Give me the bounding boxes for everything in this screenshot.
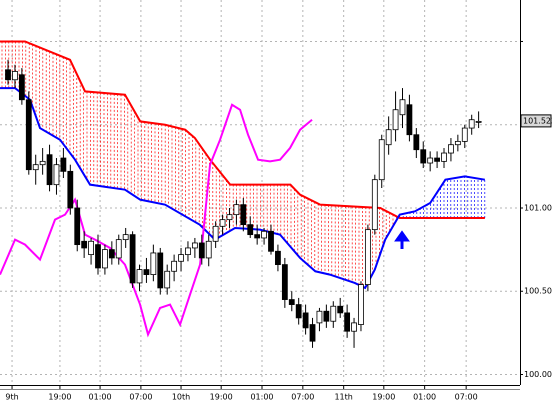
y-tick-label: 100.000: [524, 370, 552, 379]
axis-labels: 100.000 100.500 101.000 9th 19:00 01:00 07:00 1…: [5, 40, 552, 402]
candle-body: [302, 312, 309, 329]
candle-body: [281, 264, 288, 300]
candle-body: [413, 134, 420, 151]
candle-body: [475, 120, 482, 123]
price-box: [520, 114, 552, 128]
candle-body: [337, 305, 344, 314]
candle-body: [420, 149, 427, 164]
candle-body: [468, 119, 475, 129]
candle-body: [39, 160, 46, 166]
x-tick-label: 01:00: [89, 393, 112, 402]
candle-body: [164, 270, 171, 289]
candle-body: [88, 240, 94, 256]
candle-body: [102, 249, 108, 269]
candle-body: [205, 240, 212, 259]
candle-body: [226, 214, 233, 221]
candle-body: [143, 269, 150, 275]
candle-body: [385, 129, 392, 146]
candle-body: [46, 154, 53, 186]
candle-body: [441, 152, 447, 162]
candle-body: [157, 252, 164, 289]
candle-body: [461, 127, 468, 142]
candle-body: [191, 242, 198, 249]
candle-body: [171, 260, 178, 272]
candle-body: [330, 305, 337, 322]
candle-body: [427, 157, 434, 164]
x-tick-label: 01:00: [250, 393, 273, 402]
x-tick-label: 07:00: [291, 393, 314, 402]
candle-body: [323, 310, 330, 322]
price-label: 101.523: [523, 116, 552, 125]
candle-body: [316, 310, 323, 324]
candle-body: [74, 207, 81, 246]
candle-body: [344, 312, 351, 332]
candle-body: [32, 164, 39, 171]
candles: [5, 59, 482, 348]
y-tick-label: 100.500: [524, 287, 552, 296]
candle-body: [399, 99, 406, 116]
candle-body: [406, 104, 413, 136]
candle-body: [12, 71, 18, 81]
candle-body: [18, 74, 25, 101]
candle-body: [25, 99, 32, 171]
candle-body: [198, 242, 205, 259]
candle-body: [448, 144, 454, 154]
candle-body: [371, 179, 378, 231]
candle-body: [136, 269, 143, 284]
signal-arrow: [394, 230, 410, 249]
candle-body: [67, 170, 74, 209]
candle-body: [81, 240, 88, 249]
candle-body: [60, 157, 67, 172]
candle-body: [295, 304, 302, 319]
candle-body: [275, 250, 281, 266]
candle-body: [392, 109, 399, 131]
candle-body: [434, 157, 440, 162]
candle-body: [261, 230, 267, 239]
candle-body: [247, 224, 254, 236]
candle-body: [254, 234, 261, 239]
candle-body: [95, 244, 101, 269]
candle-body: [364, 229, 371, 285]
candle-body: [185, 247, 191, 256]
candle-body: [309, 324, 316, 342]
candle-body: [122, 234, 129, 241]
candle-body: [378, 139, 385, 181]
candle-body: [150, 252, 157, 275]
candle-body: [115, 239, 122, 259]
candle-body: [5, 69, 11, 81]
x-tick-label: 10th: [172, 393, 190, 402]
candle-body: [212, 225, 219, 242]
x-tick-label: 07:00: [129, 393, 152, 402]
candle-body: [358, 284, 364, 325]
x-tick-label: 07:00: [455, 393, 478, 402]
candle-body: [240, 204, 247, 226]
indicator-line: [0, 103, 313, 338]
candle-body: [233, 204, 240, 216]
x-tick-label: 19:00: [48, 393, 71, 402]
candle-body: [288, 299, 295, 305]
x-tick-label: 11th: [334, 393, 352, 402]
candle-body: [454, 140, 461, 146]
candle-body: [108, 249, 115, 259]
y-tick-label: 101.000: [524, 203, 552, 212]
x-tick-label: 01:00: [413, 393, 436, 402]
x-tick-label: 9th: [5, 393, 18, 402]
indicator-line: [0, 40, 485, 219]
x-tick-label: 19:00: [210, 393, 233, 402]
candle-body: [351, 322, 357, 332]
candle-body: [268, 230, 274, 252]
x-tick-label: 19:00: [372, 393, 395, 402]
candle-body: [129, 234, 136, 284]
candle-body: [178, 254, 184, 262]
candle-body: [53, 164, 60, 186]
candle-body: [219, 219, 226, 227]
